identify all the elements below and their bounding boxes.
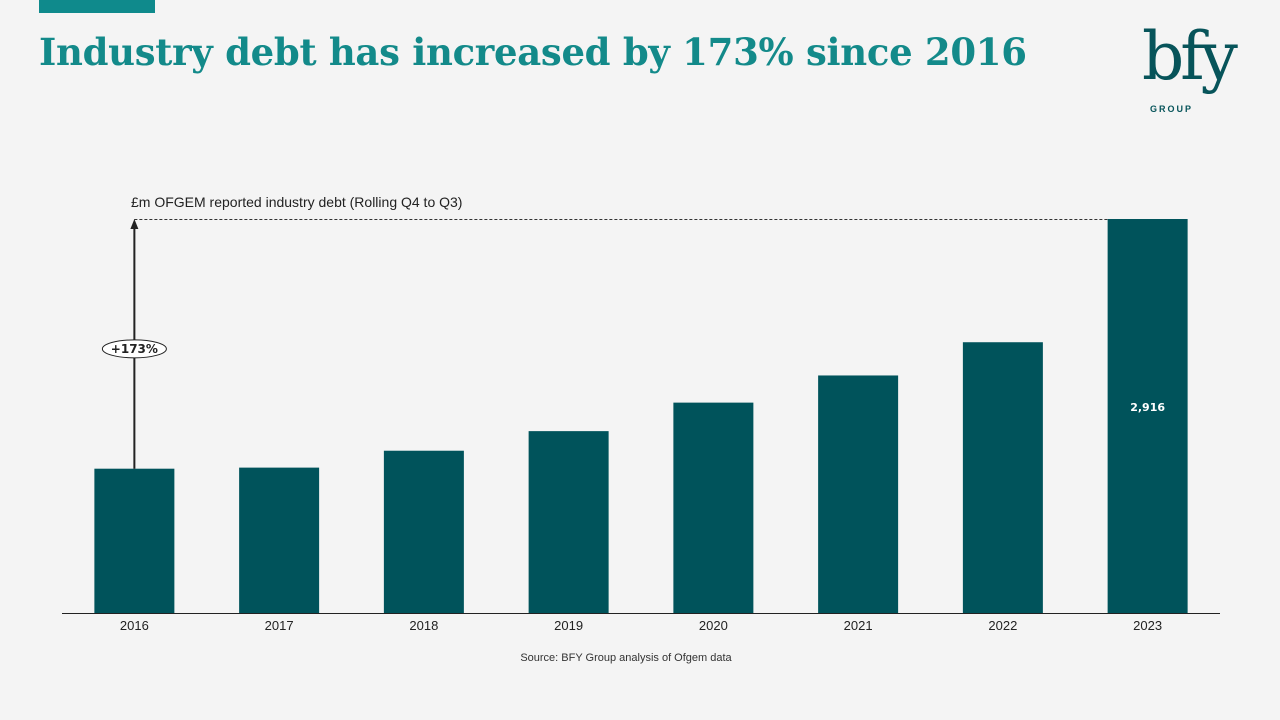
x-tick-label: 2019 xyxy=(554,618,583,633)
bar-2022 xyxy=(962,342,1043,613)
growth-annotation-label: +173% xyxy=(111,342,158,356)
bar-2019 xyxy=(528,431,609,613)
x-tick-labels: 2016 2017 2018 2019 2020 2021 2022 2023 xyxy=(120,618,1162,633)
x-tick-label: 2018 xyxy=(409,618,438,633)
arrow-head-icon xyxy=(130,219,139,229)
logo-mark: bfy xyxy=(1142,18,1238,95)
bar-2021 xyxy=(818,375,899,613)
bar-2018 xyxy=(383,450,464,613)
x-tick-label: 2021 xyxy=(844,618,873,633)
x-tick-label: 2016 xyxy=(120,618,149,633)
accent-bar xyxy=(39,0,155,13)
logo-subtext: GROUP xyxy=(1150,104,1194,114)
page-title: Industry debt has increased by 173% sinc… xyxy=(39,30,1027,74)
bars-group xyxy=(94,219,1188,613)
x-tick-label: 2017 xyxy=(265,618,294,633)
growth-annotation-badge xyxy=(101,339,167,359)
data-labels: 2,916 xyxy=(1130,401,1165,414)
x-tick-label: 2020 xyxy=(699,618,728,633)
bar-2017 xyxy=(239,467,320,613)
bar-2016 xyxy=(94,468,175,613)
bar-2023 xyxy=(1107,219,1188,613)
x-tick-label: 2023 xyxy=(1133,618,1162,633)
bar-2020 xyxy=(673,402,754,613)
source-note: Source: BFY Group analysis of Ofgem data xyxy=(520,652,732,664)
data-label: 2,916 xyxy=(1130,401,1165,414)
bfy-group-logo: bfy GROUP xyxy=(1140,18,1250,120)
y-axis-label: £m OFGEM reported industry debt (Rolling… xyxy=(131,194,462,210)
x-tick-label: 2022 xyxy=(988,618,1017,633)
